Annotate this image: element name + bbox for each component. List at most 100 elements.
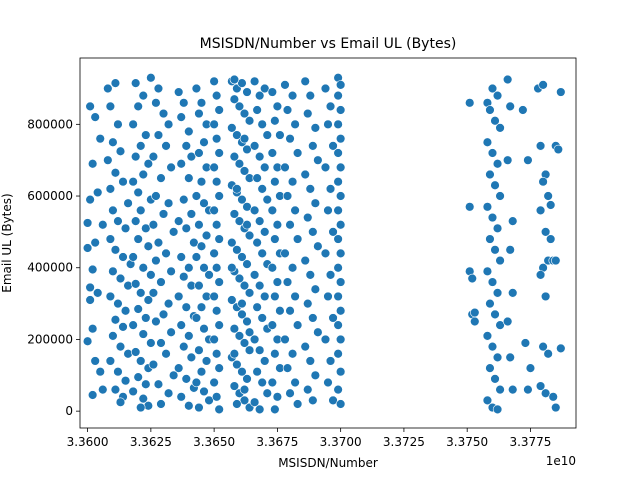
data-point (325, 101, 336, 112)
data-point (232, 130, 242, 140)
data-point (133, 304, 143, 314)
data-point (333, 205, 343, 216)
data-point (194, 148, 204, 158)
data-point (545, 200, 556, 210)
data-point (191, 83, 202, 94)
data-point (239, 133, 250, 144)
data-point (234, 101, 245, 112)
data-point (505, 245, 515, 255)
data-point (115, 146, 126, 156)
data-point (252, 105, 262, 115)
data-point (242, 144, 252, 155)
y-tick-label: 600000 (27, 189, 73, 203)
data-point (270, 404, 280, 415)
data-point (184, 173, 194, 183)
data-point (237, 78, 247, 88)
data-point (191, 252, 202, 262)
data-point (237, 367, 247, 377)
data-point (191, 377, 202, 388)
data-point (285, 306, 295, 316)
data-point (232, 245, 242, 255)
data-point (176, 320, 186, 330)
data-point (333, 291, 343, 302)
y-tick-label: 200000 (27, 332, 73, 346)
data-point (95, 133, 105, 144)
data-point (267, 263, 278, 273)
data-point (105, 234, 116, 244)
data-point (115, 341, 126, 352)
x-axis-ticks: 3.3600 3.3625 3.3650 3.3675 3.3700 3.3725 3.37… (67, 428, 551, 449)
data-point (495, 255, 505, 266)
data-point (333, 349, 343, 359)
data-point (285, 133, 295, 144)
data-point (113, 367, 123, 377)
data-point (214, 191, 224, 201)
data-point (123, 198, 133, 208)
data-point (465, 98, 475, 108)
data-point (234, 273, 245, 284)
data-point (130, 347, 141, 357)
data-point (138, 169, 148, 180)
data-point (85, 282, 95, 293)
data-point (163, 198, 174, 208)
data-point (495, 320, 505, 330)
data-point (194, 280, 204, 291)
x-tick-label: 3.3725 (383, 435, 425, 449)
data-point (232, 399, 242, 409)
data-point (148, 220, 159, 230)
data-point (244, 288, 255, 298)
data-point (227, 295, 237, 305)
data-point (214, 105, 224, 115)
data-point (505, 352, 515, 363)
data-point (148, 288, 159, 298)
data-point (254, 216, 265, 226)
data-point (272, 392, 283, 402)
data-point (482, 395, 493, 406)
data-point (237, 309, 247, 320)
data-point (191, 191, 202, 201)
data-point (82, 336, 93, 346)
data-point (239, 384, 250, 395)
data-point (325, 184, 336, 194)
data-point (485, 298, 495, 309)
data-point (179, 194, 189, 205)
data-point (133, 372, 143, 382)
data-point (287, 263, 298, 273)
data-point (300, 76, 310, 87)
data-point (239, 166, 250, 176)
data-point (93, 187, 103, 198)
data-point (239, 395, 250, 406)
data-point (482, 137, 493, 147)
data-point (335, 220, 346, 230)
data-point (181, 374, 191, 384)
data-point (292, 320, 303, 330)
y-tick-label: 0 (65, 404, 73, 418)
data-point (470, 307, 480, 318)
data-point (335, 248, 346, 259)
data-point (267, 205, 278, 216)
data-point (103, 155, 113, 165)
data-point (209, 377, 219, 388)
data-point (146, 338, 156, 348)
data-point (128, 252, 138, 262)
data-point (305, 356, 315, 366)
data-point (118, 322, 128, 332)
data-point (110, 245, 121, 255)
data-point (209, 162, 219, 173)
data-point (194, 402, 204, 413)
data-point (95, 367, 105, 377)
data-point (313, 155, 323, 165)
data-point (108, 137, 118, 147)
data-point (90, 356, 100, 366)
data-point (254, 90, 265, 101)
data-point (158, 108, 169, 119)
data-point (110, 384, 121, 395)
data-point (485, 234, 495, 244)
data-point (270, 291, 280, 302)
data-point (523, 155, 533, 165)
data-point (487, 277, 498, 287)
data-point (211, 306, 222, 316)
data-point (90, 112, 100, 122)
data-point (214, 148, 224, 158)
